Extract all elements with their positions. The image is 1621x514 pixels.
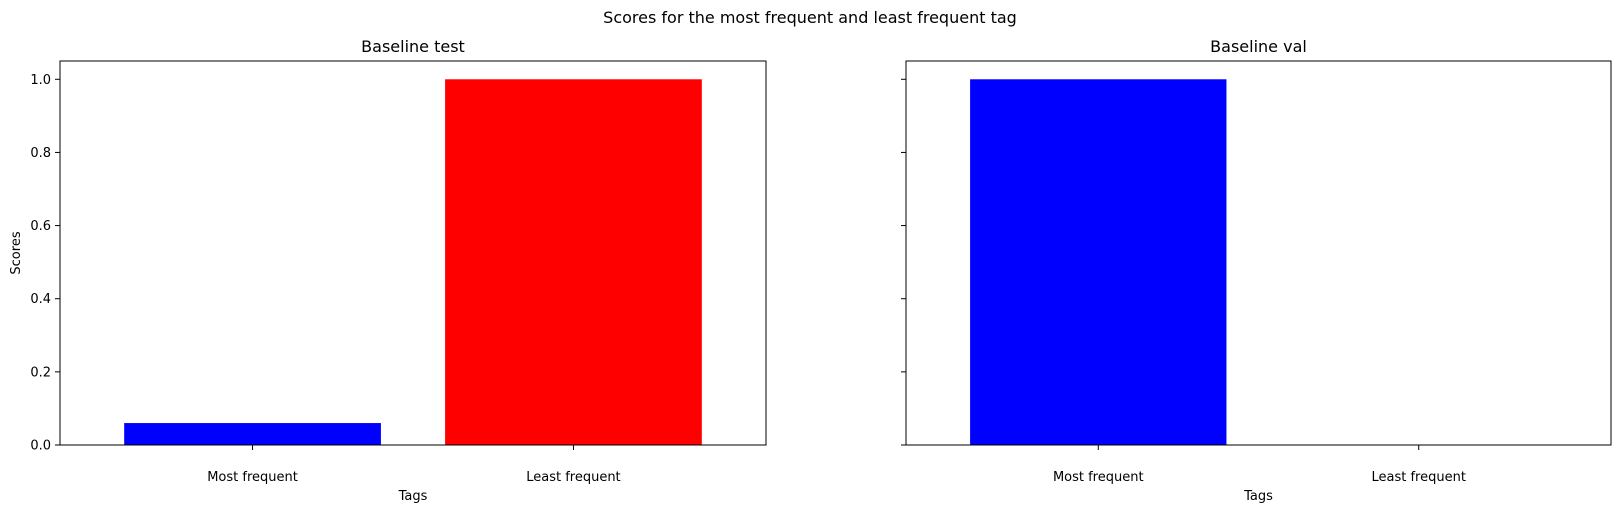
bar-most-frequent (124, 423, 381, 445)
bar-least-frequent (445, 79, 702, 446)
subplot-title: Baseline val (1210, 37, 1307, 56)
charts-group: Most frequent Least frequent 0.0 0.2 0.4 0.6 0… (9, 37, 1612, 504)
subplot-1: Most frequent Least frequent 0.0 0.2 0.4 0.6 0… (9, 37, 767, 504)
x-tick-label: Most frequent (1053, 470, 1144, 485)
y-tick-label: 0.4 (30, 292, 51, 307)
y-tick-label: 0.0 (30, 439, 51, 454)
y-axis-label: Scores (9, 231, 24, 274)
y-tick-label: 1.0 (30, 73, 51, 88)
y-tick-label: 0.6 (30, 219, 51, 234)
subplot-title: Baseline test (361, 37, 465, 56)
y-tick-label: 0.8 (30, 146, 51, 161)
figure-suptitle: Scores for the most frequent and least f… (603, 8, 1017, 27)
subplot-2: Most frequent Least frequent Baseline val T… (901, 37, 1612, 504)
y-tick-label: 0.2 (30, 365, 51, 380)
x-axis-label: Tags (1243, 489, 1273, 504)
bar-most-frequent (970, 79, 1227, 446)
x-tick-label: Most frequent (207, 470, 298, 485)
x-tick-label: Least frequent (526, 470, 620, 485)
axes-frame (905, 60, 1612, 446)
axes-frame (59, 60, 767, 446)
x-tick-label: Least frequent (1372, 470, 1466, 485)
x-axis-label: Tags (398, 489, 428, 504)
